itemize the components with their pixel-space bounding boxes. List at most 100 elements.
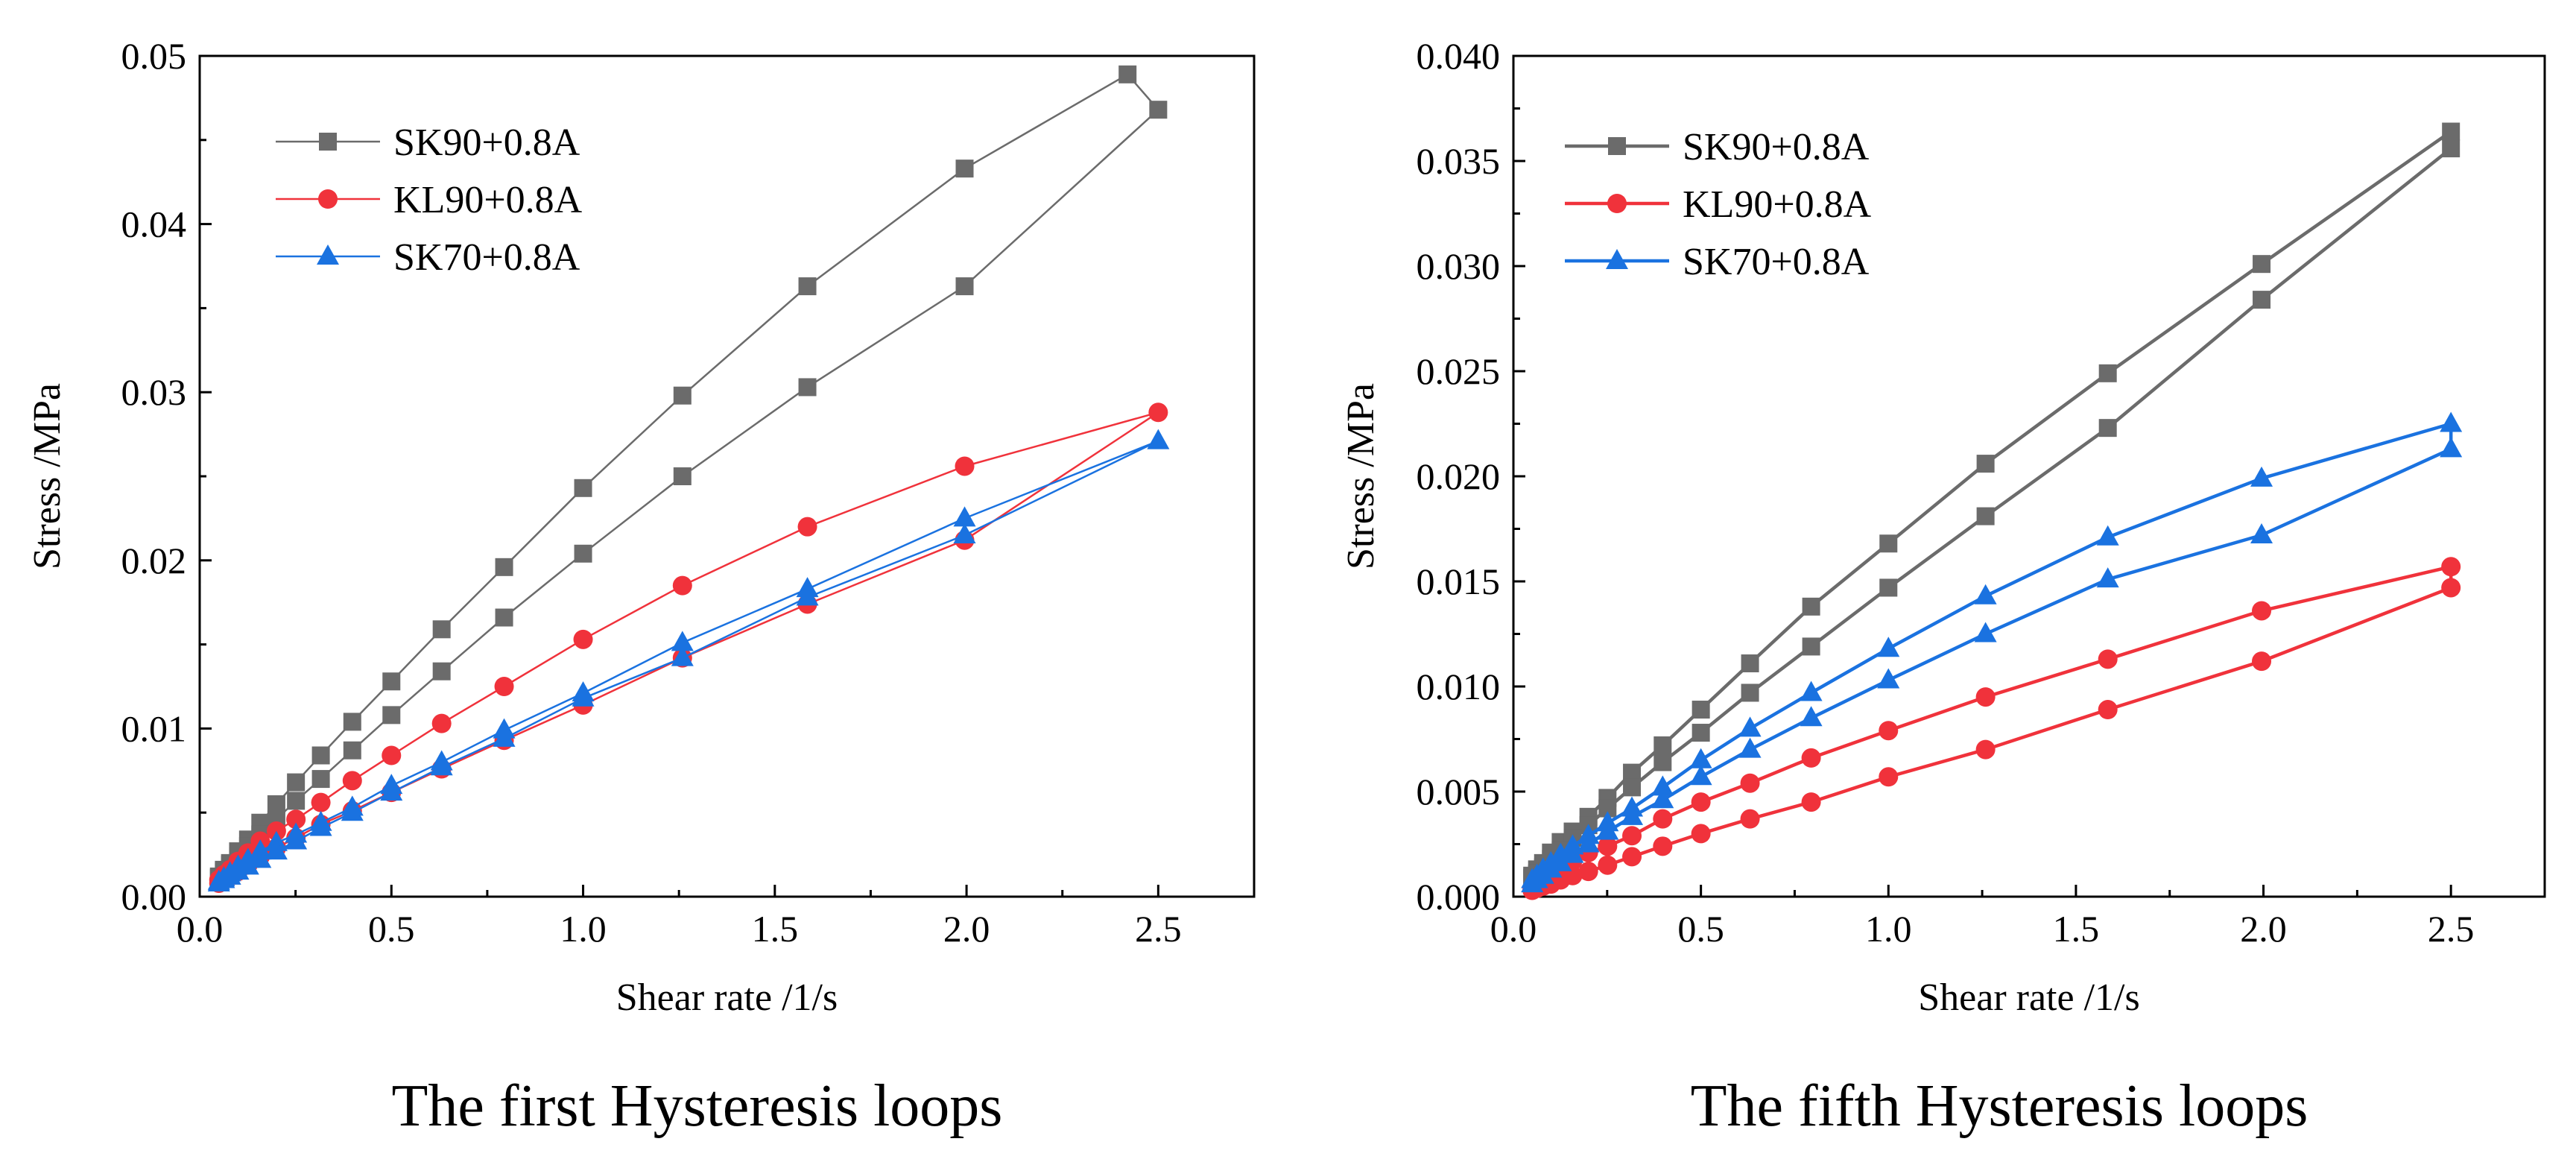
data-point (432, 620, 451, 639)
legend-label-sk90-0-8a: SK90+0.8A (393, 121, 580, 164)
data-point (672, 575, 692, 596)
data-point (1740, 773, 1760, 793)
data-point (431, 713, 452, 733)
data-point (955, 277, 974, 296)
data-point (574, 544, 592, 563)
data-point (2442, 122, 2461, 141)
data-point (267, 795, 285, 813)
legend-marker-kl90-0-8a (1607, 194, 1627, 213)
data-point (573, 629, 593, 649)
panel-title: The fifth Hysteresis loops (1691, 1073, 2308, 1139)
data-point (1598, 855, 1618, 875)
legend-marker-sk90-0-8a (1608, 137, 1626, 155)
data-point (1879, 767, 1899, 787)
data-point (432, 662, 451, 681)
data-point (1653, 809, 1673, 829)
data-point (1689, 765, 1712, 786)
data-point (1740, 809, 1760, 829)
data-point (207, 871, 230, 891)
x-tick-label: 0.0 (1490, 908, 1537, 950)
data-point (1974, 584, 1997, 604)
data-point (2440, 411, 2463, 432)
data-point (574, 479, 592, 497)
data-point (1148, 402, 1168, 423)
data-point (1118, 65, 1137, 83)
data-point (2250, 522, 2273, 543)
y-tick-label: 0.015 (1417, 561, 1501, 602)
data-point (1149, 101, 1168, 119)
data-point (1691, 824, 1711, 844)
data-point (1802, 637, 1820, 656)
data-point (311, 746, 330, 765)
data-point (1738, 716, 1762, 737)
data-point (798, 277, 817, 296)
panel-first-hysteresis: 0.0 0.5 1.0 1.5 2.0 2.5 0.00 0.01 0.02 0.03 0.04 0.… (26, 35, 1256, 1139)
data-point (1651, 788, 1674, 809)
data-point (1577, 832, 1600, 853)
data-point (1653, 753, 1672, 771)
legend-marker-kl90-0-8a (318, 189, 338, 209)
data-point (1621, 804, 1644, 825)
x-tick-label: 0.5 (368, 908, 415, 950)
y-axis-label: Stress /MPa (1340, 383, 1382, 569)
x-axis-label: Shear rate /1/s (1918, 976, 2139, 1019)
data-point (309, 815, 332, 836)
data-point (2098, 700, 2118, 720)
x-tick-label: 2.5 (2428, 908, 2475, 950)
data-point (1596, 819, 1619, 840)
x-tick-label: 0.0 (177, 908, 224, 950)
data-point (671, 631, 694, 651)
data-point (2441, 557, 2461, 577)
data-point (1692, 701, 1710, 719)
data-point (671, 645, 694, 666)
series-sk90-0-8a (209, 65, 1168, 888)
data-point (1561, 842, 1584, 863)
data-point (382, 706, 401, 724)
data-point (1975, 687, 1996, 707)
data-point (495, 608, 513, 627)
y-tick-label: 0.04 (121, 203, 187, 245)
data-point (382, 745, 402, 765)
data-point (1738, 737, 1762, 758)
x-tick-label: 1.5 (752, 908, 799, 950)
data-point (285, 829, 308, 850)
legend-marker-sk90-0-8a (319, 133, 337, 151)
data-point (797, 517, 817, 537)
data-point (380, 780, 403, 801)
data-point (1741, 683, 1759, 702)
y-tick-label: 0.05 (121, 35, 187, 77)
y-tick-label: 0.020 (1417, 455, 1501, 497)
x-tick-label: 2.0 (2240, 908, 2287, 950)
y-tick-label: 0.01 (121, 707, 187, 749)
data-point (1802, 597, 1820, 616)
data-point (2441, 578, 2461, 598)
data-point (1879, 534, 1898, 553)
data-point (955, 456, 975, 476)
panel-fifth-hysteresis: 0.0 0.5 1.0 1.5 2.0 2.5 0.000 0.005 0.010 0.015 0.… (1340, 35, 2546, 1139)
data-point (382, 672, 401, 691)
y-axis-label: Stress /MPa (26, 383, 69, 569)
data-point (1651, 775, 1674, 796)
data-point (2442, 139, 2461, 158)
legend-label-sk70-0-8a: SK70+0.8A (1683, 241, 1870, 283)
x-tick-label: 1.0 (1865, 908, 1912, 950)
data-point (673, 386, 692, 405)
data-point (343, 741, 361, 760)
series-sk90-0-8a (1523, 122, 2461, 887)
data-point (1879, 578, 1898, 597)
x-tick-label: 0.5 (1677, 908, 1724, 950)
data-point (1598, 836, 1618, 856)
data-point (341, 801, 364, 821)
y-tick-label: 0.025 (1417, 350, 1501, 392)
x-tick-label: 2.0 (943, 908, 990, 950)
data-point (1689, 748, 1712, 768)
data-point (1691, 792, 1711, 812)
data-point (2096, 525, 2119, 546)
y-tick-label: 0.03 (121, 371, 187, 413)
data-point (2253, 291, 2271, 309)
legend-marker-sk70-0-8a (1606, 249, 1628, 269)
data-point (2098, 419, 2117, 438)
data-point (1653, 736, 1672, 754)
x-tick-label: 1.5 (2053, 908, 2100, 950)
